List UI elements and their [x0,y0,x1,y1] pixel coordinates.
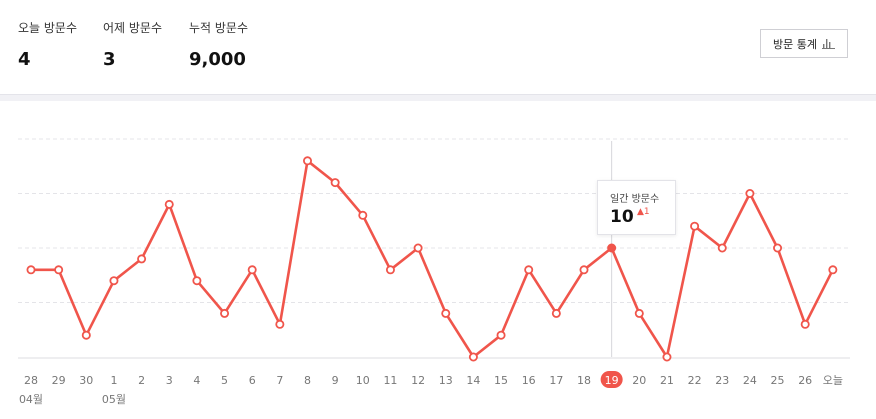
data-point-highlighted [607,243,617,253]
x-tick-label: 4 [193,374,200,387]
data-point [164,199,174,209]
x-tick-label: 12 [411,374,425,387]
yesterday-visits: 어제 방문수 3 [103,20,162,71]
data-point [800,319,810,329]
data-point [496,330,506,340]
visit-stats-button[interactable]: 방문 통계 [760,29,848,58]
today-visits: 오늘 방문수 4 [18,20,77,71]
data-point [634,308,644,318]
visit-stats-summary: 오늘 방문수 4 어제 방문수 3 누적 방문수 9,000 방문 통계 [0,0,876,94]
data-point [773,243,783,253]
data-point [275,319,285,329]
x-tick-label: 15 [494,374,508,387]
x-tick-label: 3 [166,374,173,387]
x-tick-label: 5 [221,374,228,387]
x-tick-label: 19 [605,374,619,387]
x-tick-label: 24 [743,374,757,387]
month-label: 04월 [19,393,43,406]
data-point [441,308,451,318]
x-tick-label: 8 [304,374,311,387]
data-point [220,308,230,318]
x-tick-label: 25 [771,374,785,387]
tooltip-label: 일간 방문수 [610,194,660,205]
x-tick-label: 30 [79,374,93,387]
x-tick-label: 11 [383,374,397,387]
data-point [54,265,64,275]
yesterday-visits-label: 어제 방문수 [103,21,163,35]
total-visits: 누적 방문수 9,000 [189,20,248,71]
data-point [579,265,589,275]
data-point [26,265,36,275]
x-tick-label: 16 [522,374,536,387]
x-tick-label: 2 [138,374,145,387]
data-point [551,308,561,318]
data-point [385,265,395,275]
data-point [302,156,312,166]
data-point [662,352,672,362]
x-tick-label: 13 [439,374,453,387]
today-visits-value: 4 [18,49,31,70]
data-point [745,189,755,199]
x-tick-label: 오늘 [823,374,843,387]
yesterday-visits-value: 3 [103,49,116,70]
daily-visits-line-chart: 28 29 30 1 2 3 4 5 6 7 8 9 10 11 12 13 14 15 16 17 18 19 20 21 2… [18,138,850,406]
bar-chart-icon [821,39,835,49]
section-divider [0,94,876,101]
x-tick-label: 14 [466,374,480,387]
data-point [468,352,478,362]
data-point [413,243,423,253]
x-tick-label: 10 [356,374,370,387]
data-point [137,254,147,264]
highlight-tick-badge [600,371,623,388]
data-point [192,276,202,286]
data-point [717,243,727,253]
x-tick-label: 1 [110,374,117,387]
visit-stats-button-label: 방문 통계 [773,37,817,51]
x-tick-label: 22 [688,374,702,387]
data-point [109,276,119,286]
today-visits-label: 오늘 방문수 [18,21,78,35]
x-tick-label: 26 [798,374,812,387]
x-tick-label: 20 [632,374,646,387]
data-point [81,330,91,340]
data-point [330,178,340,188]
x-tick-label: 23 [715,374,729,387]
tooltip-change: ▲1 [637,207,650,217]
data-point [247,265,257,275]
month-label: 05월 [102,393,126,406]
total-visits-label: 누적 방문수 [189,21,249,35]
tooltip-value: 10 [610,207,634,227]
x-tick-label: 7 [276,374,283,387]
x-tick-label: 18 [577,374,591,387]
x-tick-label: 28 [24,374,38,387]
x-tick-label: 9 [332,374,339,387]
total-visits-value: 9,000 [189,49,246,70]
data-point [524,265,534,275]
series-line [31,159,834,359]
x-tick-label: 29 [52,374,66,387]
x-tick-label: 21 [660,374,674,387]
data-point [358,210,368,220]
x-tick-label: 6 [249,374,256,387]
x-tick-label: 17 [549,374,563,387]
data-point [828,265,838,275]
daily-visits-tooltip: 일간 방문수 10 ▲1 [597,180,676,235]
data-point [690,221,700,231]
